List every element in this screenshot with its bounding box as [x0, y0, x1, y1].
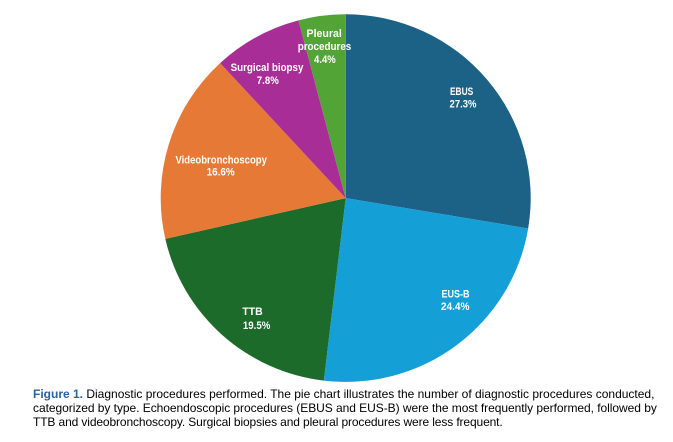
svg-text:Surgical biopsy: Surgical biopsy	[231, 62, 305, 74]
svg-text:16.6%: 16.6%	[207, 167, 235, 179]
svg-text:24.4%: 24.4%	[441, 301, 470, 313]
svg-text:Pleural: Pleural	[307, 28, 342, 40]
svg-text:27.3%: 27.3%	[450, 99, 477, 111]
svg-text:4.4%: 4.4%	[314, 54, 336, 66]
svg-text:procedures: procedures	[298, 41, 352, 53]
svg-text:TTB: TTB	[242, 306, 262, 318]
svg-text:7.8%: 7.8%	[257, 75, 279, 87]
svg-text:EBUS: EBUS	[450, 86, 473, 98]
svg-text:EUS-B: EUS-B	[441, 288, 469, 300]
svg-text:Videobronchoscopy: Videobronchoscopy	[175, 155, 267, 167]
svg-text:19.5%: 19.5%	[243, 320, 271, 332]
